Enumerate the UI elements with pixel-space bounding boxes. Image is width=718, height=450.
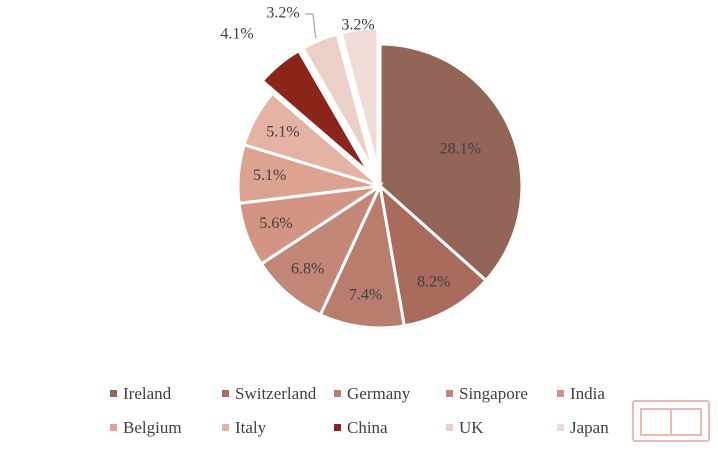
legend-swatch-uk: [446, 424, 453, 431]
legend-item-singapore: Singapore: [446, 384, 528, 403]
pie-slice-japan: [339, 26, 380, 171]
legend-label-germany: Germany: [347, 384, 411, 403]
data-label-belgium: 5.1%: [253, 167, 286, 184]
legend-label-ireland: Ireland: [123, 384, 172, 403]
leader-line-uk: [305, 13, 317, 39]
legend-item-ireland: Ireland: [110, 384, 172, 403]
legend-swatch-japan: [557, 424, 564, 431]
pie-slice-italy: [242, 91, 381, 188]
legend-swatch-china: [334, 424, 341, 431]
legend-swatch-germany: [334, 390, 341, 397]
data-label-china: 4.1%: [220, 26, 253, 43]
pie-slice-germany: [318, 181, 407, 330]
legend-label-india: India: [570, 384, 605, 403]
legend-label-singapore: Singapore: [459, 384, 528, 403]
legend-label-japan: Japan: [570, 418, 609, 437]
legend-label-belgium: Belgium: [123, 418, 182, 437]
legend-swatch-belgium: [110, 424, 117, 431]
legend-swatch-singapore: [446, 390, 453, 397]
legend-item-switzerland: Switzerland: [222, 384, 317, 403]
pie-slice-ireland: [378, 42, 524, 283]
legend-label-italy: Italy: [235, 418, 267, 437]
data-label-singapore: 6.8%: [291, 261, 324, 278]
watermark-stamp: [632, 400, 710, 442]
slice-labels: 28.1% 8.2% 7.4% 6.8% 5.6% 5.1% 5.1% 4.1% 3.2% 3.2…: [220, 5, 481, 304]
data-label-switzerland: 8.2%: [417, 273, 450, 290]
legend-swatch-ireland: [110, 390, 117, 397]
data-label-uk: 3.2%: [266, 5, 299, 22]
legend-label-china: China: [347, 418, 388, 437]
legend-item-china: China: [334, 418, 388, 437]
legend-item-japan: Japan: [557, 418, 609, 437]
pie-slices: [236, 26, 524, 330]
legend-swatch-italy: [222, 424, 229, 431]
data-label-germany: 7.4%: [349, 286, 382, 303]
data-label-ireland: 28.1%: [440, 141, 481, 158]
pie-slice-switzerland: [377, 182, 489, 328]
legend-item-italy: Italy: [222, 418, 267, 437]
legend-item-india: India: [557, 384, 605, 403]
pie-slice-uk: [300, 32, 376, 172]
legend: Ireland Switzerland Germany Singapore India B…: [110, 384, 609, 437]
legend-swatch-india: [557, 390, 564, 397]
legend-item-belgium: Belgium: [110, 418, 182, 437]
legend-label-uk: UK: [459, 418, 484, 437]
legend-item-uk: UK: [446, 418, 484, 437]
data-label-india: 5.6%: [259, 215, 292, 232]
data-label-japan: 3.2%: [341, 17, 374, 34]
legend-item-germany: Germany: [334, 384, 411, 403]
data-label-italy: 5.1%: [266, 123, 299, 140]
pie-slice-china: [260, 48, 372, 175]
legend-swatch-switzerland: [222, 390, 229, 397]
legend-label-switzerland: Switzerland: [235, 384, 317, 403]
